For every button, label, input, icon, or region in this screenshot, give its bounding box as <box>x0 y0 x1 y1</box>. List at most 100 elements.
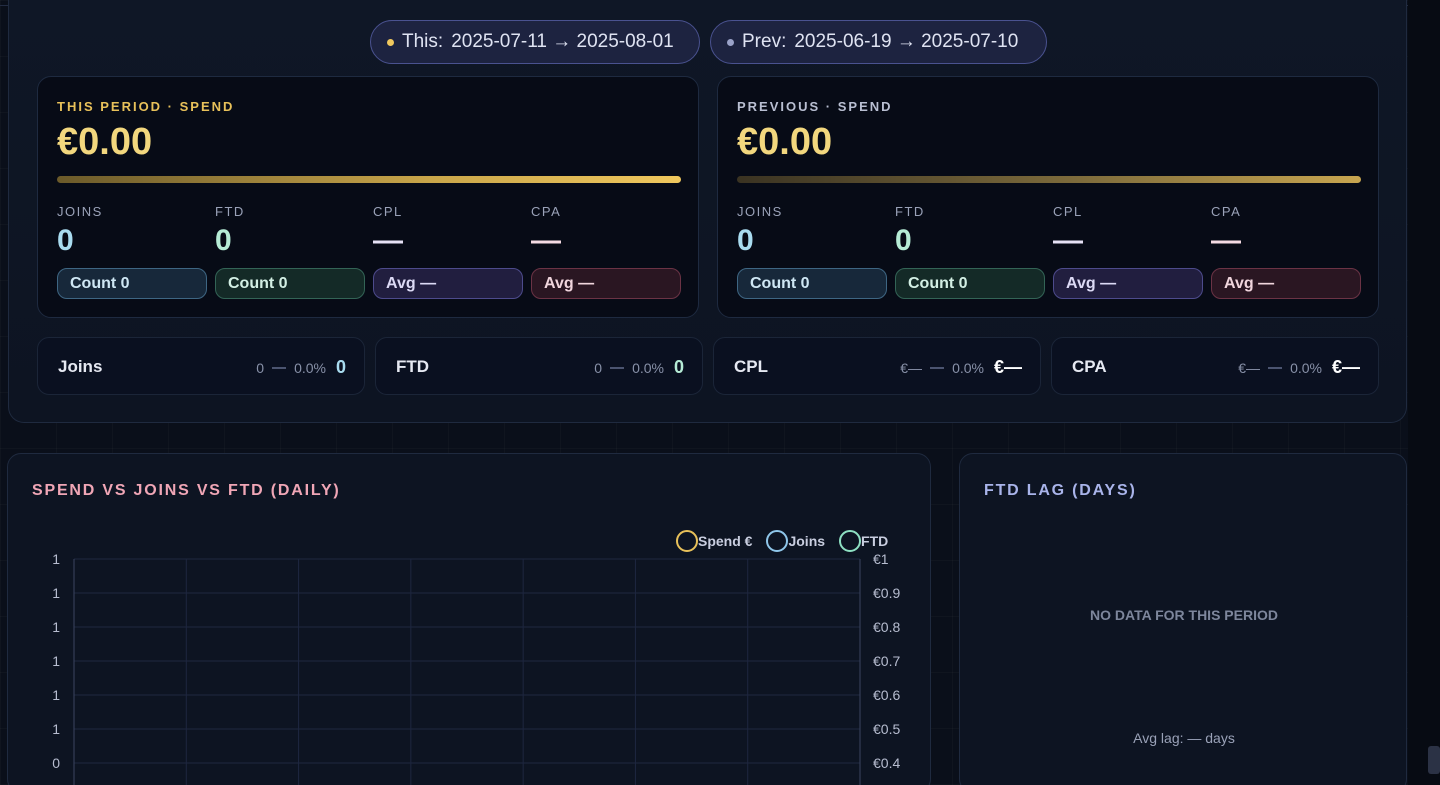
prev-joins-metric: JOINS 0 Count 0 <box>737 204 887 299</box>
this-period-card: THIS PERIOD · SPEND €0.00 JOINS 0 Count … <box>37 76 699 318</box>
comparison-cpl-value: €— <box>993 357 1022 377</box>
chart-plot: 1 1 1 1 1 1 0 €1 €0.9 €0.8 €0.7 €0.6 €0.5 €0.4 <box>52 551 900 785</box>
prev-period-prefix: Prev: <box>742 31 787 52</box>
this-period-prefix: This: <box>402 31 444 52</box>
comparison-cpl-prev: €— <box>900 359 923 376</box>
comparison-cpl-dash <box>930 366 945 369</box>
right-axis-tick-label: €1 <box>873 551 889 567</box>
this-cpa-badge: Avg — <box>531 268 681 299</box>
comparison-cpa-dash <box>1268 366 1283 369</box>
comparison-ftd-value: 0 <box>673 357 684 377</box>
comparison-ftd-dash <box>610 366 625 369</box>
this-cpa-metric: CPA — Avg — <box>531 204 681 299</box>
this-cpl-metric: CPL — Avg — <box>373 204 523 299</box>
this-cpa-value: — <box>531 224 561 257</box>
this-ftd-value: 0 <box>215 224 232 257</box>
lag-average: Avg lag: — days <box>1133 730 1235 746</box>
right-axis-tick-label: €0.9 <box>873 585 900 601</box>
legend-joins-marker <box>766 530 789 552</box>
comparison-joins-prev: 0 <box>256 359 265 376</box>
this-ftd-label: FTD <box>215 204 245 219</box>
legend-spend-label: Spend € <box>698 533 753 549</box>
right-axis-tick-label: €0.5 <box>873 721 900 737</box>
prev-joins-value: 0 <box>737 224 754 257</box>
right-axis-tick-label: €0.6 <box>873 687 900 703</box>
previous-period-card: PREVIOUS · SPEND €0.00 JOINS 0 Count 0 F… <box>717 76 1379 318</box>
comparison-joins-value: 0 <box>335 357 346 377</box>
this-period-dot-icon <box>387 38 394 46</box>
left-axis-tick-label: 1 <box>52 687 60 703</box>
prev-ftd-metric: FTD 0 Count 0 <box>895 204 1045 299</box>
previous-period-label: PREVIOUS · SPEND <box>737 99 893 114</box>
prev-cpl-badge: Avg — <box>1053 268 1203 299</box>
this-period-label: THIS PERIOD · SPEND <box>57 99 235 114</box>
comparison-cpl: CPL €— 0.0% €— <box>713 337 1041 395</box>
legend-ftd-label: FTD <box>861 533 889 549</box>
this-period-pill[interactable]: This: 2025-07-11 → 2025-08-01 <box>370 20 700 64</box>
comparison-ftd: FTD 0 0.0% 0 <box>375 337 703 395</box>
prev-cpa-badge: Avg — <box>1211 268 1361 299</box>
legend-joins-label: Joins <box>788 533 826 549</box>
comparison-cpa: CPA €— 0.0% €— <box>1051 337 1379 395</box>
chart-legend: Spend € Joins FTD <box>676 530 888 552</box>
prev-cpa-metric: CPA — Avg — <box>1211 204 1361 299</box>
this-period-range: 2025-07-11 → 2025-08-01 <box>451 31 674 52</box>
prev-joins-badge: Count 0 <box>737 268 887 299</box>
right-gutter <box>1408 0 1440 785</box>
this-ftd-badge: Count 0 <box>215 268 365 299</box>
comparison-joins-label: Joins <box>58 357 103 376</box>
chart-title: SPEND VS JOINS VS FTD (DAILY) <box>32 482 341 499</box>
scrollbar-thumb[interactable] <box>1428 746 1440 774</box>
prev-period-pill[interactable]: Prev: 2025-06-19 → 2025-07-10 <box>710 20 1047 64</box>
prev-cpl-metric: CPL — Avg — <box>1053 204 1203 299</box>
prev-ftd-value: 0 <box>895 224 912 257</box>
legend-spend[interactable]: Spend € <box>676 530 752 552</box>
prev-cpl-value: — <box>1053 224 1083 257</box>
spend-joins-ftd-chart-card: SPEND VS JOINS VS FTD (DAILY) Spend € Jo… <box>7 453 931 785</box>
comparison-cpl-label: CPL <box>734 357 768 376</box>
right-axis-tick-label: €0.4 <box>873 755 900 771</box>
prev-cpa-label: CPA <box>1211 204 1242 219</box>
prev-cpl-label: CPL <box>1053 204 1083 219</box>
legend-joins[interactable]: Joins <box>766 530 825 552</box>
ftd-lag-card: FTD LAG (DAYS) NO DATA FOR THIS PERIOD A… <box>959 453 1407 785</box>
comparison-cpa-value: €— <box>1331 357 1360 377</box>
prev-ftd-badge: Count 0 <box>895 268 1045 299</box>
comparison-joins: Joins 0 0.0% 0 <box>37 337 365 395</box>
this-joins-label: JOINS <box>57 204 103 219</box>
period-summary-panel: This: 2025-07-11 → 2025-08-01 Prev: 2025… <box>8 0 1407 423</box>
lag-title: FTD LAG (DAYS) <box>984 482 1137 499</box>
previous-period-spend-bar <box>737 176 1361 183</box>
left-axis-tick-label: 0 <box>52 755 60 771</box>
prev-ftd-label: FTD <box>895 204 925 219</box>
this-cpl-badge: Avg — <box>373 268 523 299</box>
prev-period-range: 2025-06-19 → 2025-07-10 <box>794 31 1019 52</box>
prev-cpa-value: — <box>1211 224 1241 257</box>
this-cpl-label: CPL <box>373 204 403 219</box>
this-cpl-value: — <box>373 224 403 257</box>
this-period-spend-bar <box>57 176 681 183</box>
prev-joins-label: JOINS <box>737 204 783 219</box>
legend-ftd[interactable]: FTD <box>839 530 888 552</box>
legend-spend-marker <box>676 530 698 552</box>
this-joins-metric: JOINS 0 Count 0 <box>57 204 207 299</box>
lag-empty-state: NO DATA FOR THIS PERIOD <box>1090 607 1278 623</box>
this-period-spend: €0.00 <box>57 121 153 163</box>
left-axis-tick-label: 1 <box>52 653 60 669</box>
this-joins-badge: Count 0 <box>57 268 207 299</box>
comparison-joins-delta: 0.0% <box>294 359 326 376</box>
this-joins-value: 0 <box>57 224 74 257</box>
comparison-joins-dash <box>272 366 287 369</box>
this-cpa-label: CPA <box>531 204 562 219</box>
comparison-ftd-label: FTD <box>396 357 430 376</box>
comparison-cpa-delta: 0.0% <box>1290 359 1322 376</box>
comparison-ftd-prev: 0 <box>594 359 603 376</box>
comparison-cpa-prev: €— <box>1238 359 1261 376</box>
left-axis-tick-label: 1 <box>52 551 60 567</box>
previous-period-spend: €0.00 <box>737 121 833 163</box>
this-ftd-metric: FTD 0 Count 0 <box>215 204 365 299</box>
comparison-cpa-label: CPA <box>1072 357 1107 376</box>
right-axis-tick-label: €0.7 <box>873 653 900 669</box>
right-axis-tick-label: €0.8 <box>873 619 900 635</box>
legend-ftd-marker <box>839 530 862 552</box>
